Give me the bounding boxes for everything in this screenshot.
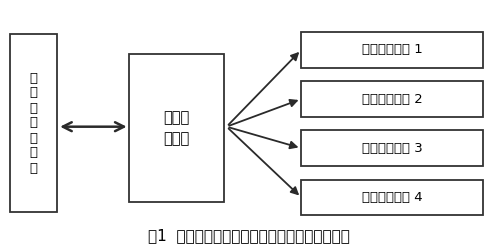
Text: 网络监
控网关: 网络监 控网关: [164, 110, 190, 146]
Bar: [301, 81, 483, 117]
Bar: [301, 32, 483, 68]
Text: 皮带秤控制台 3: 皮带秤控制台 3: [362, 142, 422, 155]
Bar: [10, 34, 57, 212]
Bar: [301, 180, 483, 215]
Text: 图1  定量配料实践教学的远程监控系统设计框图: 图1 定量配料实践教学的远程监控系统设计框图: [148, 229, 350, 244]
Text: 皮带秤控制台 1: 皮带秤控制台 1: [362, 43, 422, 56]
Text: 皮带秤控制台 2: 皮带秤控制台 2: [362, 92, 422, 106]
Bar: [129, 54, 224, 202]
Bar: [301, 130, 483, 166]
Text: 远
程
监
控
计
算
机: 远 程 监 控 计 算 机: [29, 72, 38, 174]
Text: 皮带秤控制台 4: 皮带秤控制台 4: [362, 191, 422, 204]
